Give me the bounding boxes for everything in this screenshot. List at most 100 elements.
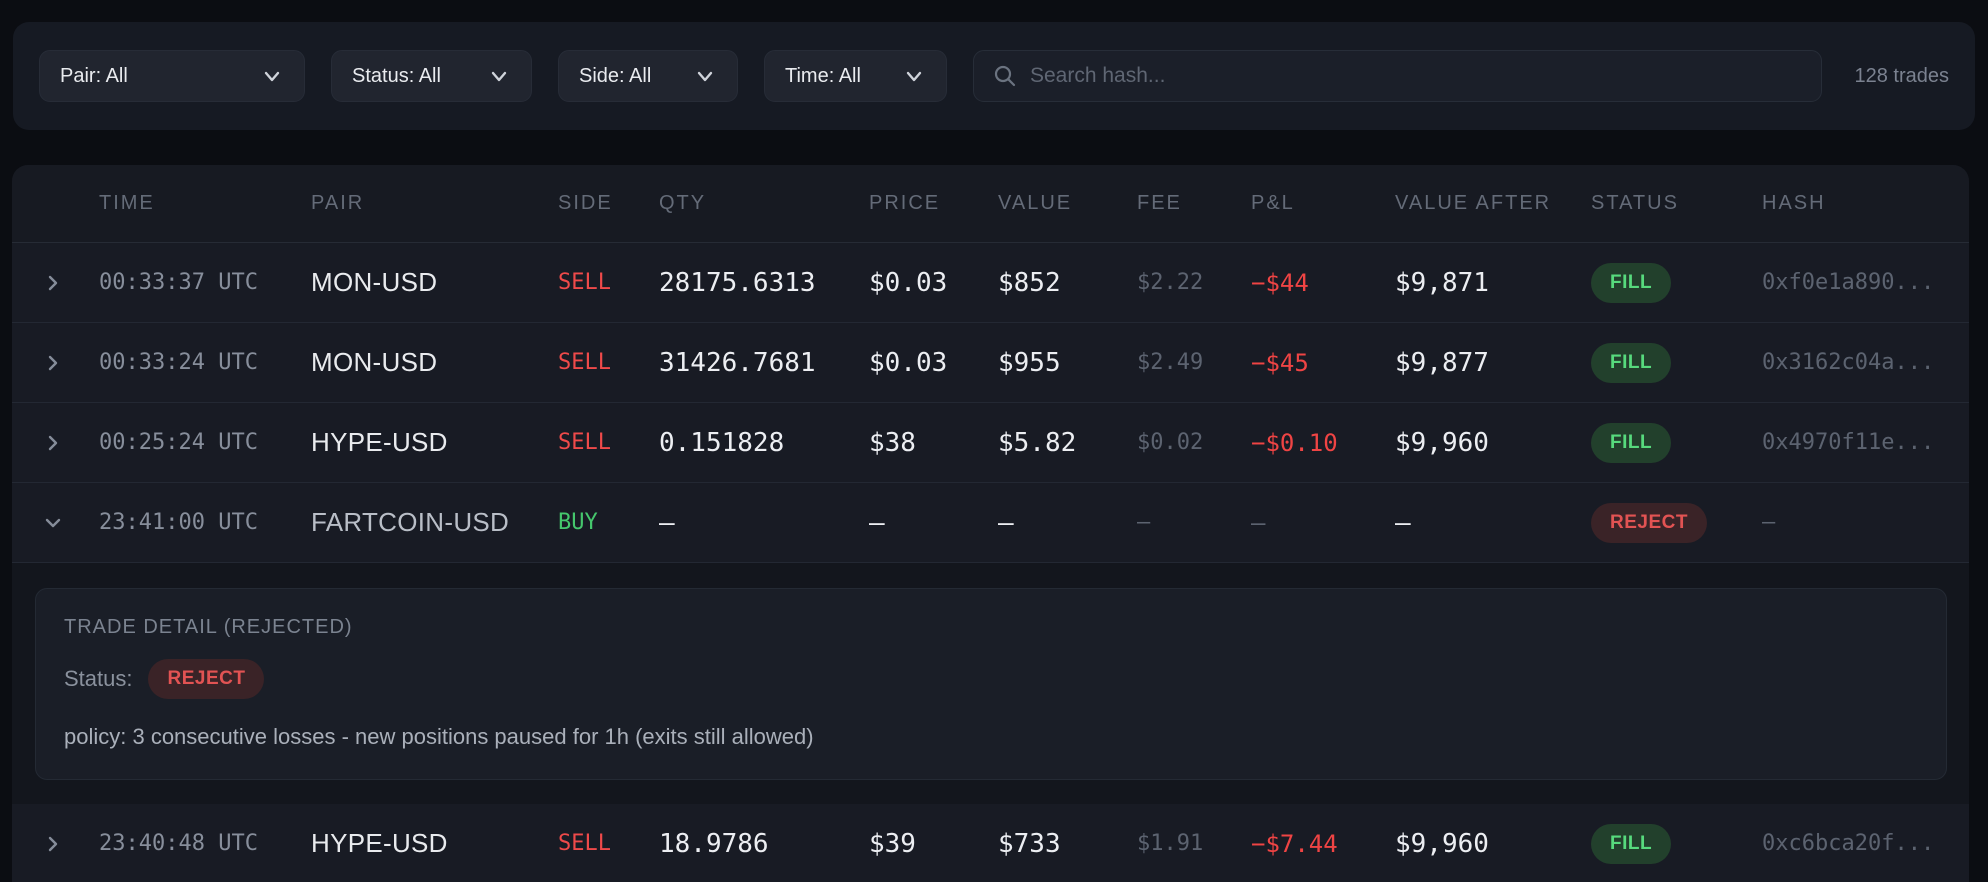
status-filter-label: Status: All — [352, 64, 441, 87]
search-icon — [994, 65, 1016, 87]
trade-hash: 0xc6bca20f... — [1762, 831, 1935, 856]
header-value-after: VALUE AFTER — [1395, 192, 1552, 214]
header-pair: PAIR — [311, 192, 365, 214]
trade-time: 23:41:00 UTC — [99, 510, 258, 535]
trade-pair: HYPE-USD — [311, 427, 448, 457]
header-hash: HASH — [1762, 192, 1826, 214]
trade-time: 23:40:48 UTC — [99, 831, 258, 856]
trade-qty: 28175.6313 — [659, 267, 816, 298]
trade-hash: 0xf0e1a890... — [1762, 270, 1935, 295]
status-badge: REJECT — [1591, 502, 1707, 543]
trade-hash: – — [1762, 510, 1776, 535]
table-row[interactable]: 00:33:37 UTC MON-USD SELL 28175.6313 $0.… — [12, 243, 1969, 323]
chevron-right-icon[interactable] — [42, 272, 64, 294]
time-filter-dropdown[interactable]: Time: All — [764, 50, 947, 102]
trade-value: $5.82 — [998, 427, 1077, 458]
side-filter-label: Side: All — [579, 64, 652, 87]
header-time: TIME — [99, 192, 155, 214]
trade-pair: MON-USD — [311, 347, 438, 377]
trade-pl: −$45 — [1251, 348, 1309, 377]
chevron-down-icon[interactable] — [42, 512, 64, 534]
filter-bar: Pair: All Status: All Side: All Time: Al… — [13, 22, 1975, 130]
trade-time: 00:25:24 UTC — [99, 430, 258, 455]
time-filter-label: Time: All — [785, 64, 861, 87]
chevron-right-icon[interactable] — [42, 432, 64, 454]
reject-policy-text: policy: 3 consecutive losses - new posit… — [64, 724, 814, 749]
trade-fee: $2.22 — [1137, 270, 1204, 295]
status-label: Status: — [64, 666, 133, 691]
header-side: SIDE — [558, 192, 613, 214]
table-row[interactable]: 00:25:24 UTC HYPE-USD SELL 0.151828 $38 … — [12, 403, 1969, 483]
trade-side: SELL — [558, 350, 611, 375]
trade-detail-zone: TRADE DETAIL (REJECTED) Status: REJECT p… — [12, 563, 1969, 804]
trade-price: $0.03 — [869, 347, 948, 378]
trade-side: SELL — [558, 430, 611, 455]
trade-value: – — [998, 507, 1014, 538]
trade-hash: 0x4970f11e... — [1762, 430, 1935, 455]
trade-value: $852 — [998, 267, 1061, 298]
trade-value-after: $9,877 — [1395, 347, 1489, 378]
trades-count: 128 trades — [1854, 64, 1949, 87]
header-value: VALUE — [998, 192, 1073, 214]
trade-fee: $0.02 — [1137, 430, 1204, 455]
search-input[interactable] — [1030, 64, 1804, 88]
trade-pair: FARTCOIN-USD — [311, 507, 510, 537]
trade-value-after: $9,871 — [1395, 267, 1489, 298]
trade-time: 00:33:37 UTC — [99, 270, 258, 295]
trade-fee: $1.91 — [1137, 831, 1204, 856]
pair-filter-label: Pair: All — [60, 64, 128, 87]
trade-detail-title: TRADE DETAIL (REJECTED) — [64, 616, 353, 638]
trade-time: 00:33:24 UTC — [99, 350, 258, 375]
trade-qty: 31426.7681 — [659, 347, 816, 378]
header-price: PRICE — [869, 192, 941, 214]
trade-value-after: – — [1395, 507, 1411, 538]
trade-value: $733 — [998, 828, 1061, 859]
trade-pl: – — [1251, 508, 1266, 537]
chevron-down-icon — [906, 71, 922, 82]
trade-side: SELL — [558, 831, 611, 856]
pair-filter-dropdown[interactable]: Pair: All — [39, 50, 305, 102]
trade-fee: $2.49 — [1137, 350, 1204, 375]
trade-price: $39 — [869, 828, 916, 859]
trade-side: SELL — [558, 270, 611, 295]
header-pl: P&L — [1251, 192, 1295, 214]
table-row[interactable]: 23:40:48 UTC HYPE-USD SELL 18.9786 $39 $… — [12, 804, 1969, 882]
trade-qty: – — [659, 507, 675, 538]
chevron-right-icon[interactable] — [42, 352, 64, 374]
status-badge: FILL — [1591, 422, 1672, 463]
trade-pair: MON-USD — [311, 267, 438, 297]
trade-price: $38 — [869, 427, 916, 458]
trade-value-after: $9,960 — [1395, 828, 1489, 859]
reject-badge: REJECT — [148, 659, 265, 699]
table-row-expanded[interactable]: 23:41:00 UTC FARTCOIN-USD BUY – – – – – … — [12, 483, 1969, 563]
trade-detail-panel: TRADE DETAIL (REJECTED) Status: REJECT p… — [35, 588, 1947, 780]
header-status: STATUS — [1591, 192, 1679, 214]
side-filter-dropdown[interactable]: Side: All — [558, 50, 738, 102]
header-fee: FEE — [1137, 192, 1182, 214]
header-qty: QTY — [659, 192, 707, 214]
trade-pl: −$0.10 — [1251, 428, 1338, 457]
search-box — [973, 50, 1823, 102]
table-header-row: TIME PAIR SIDE QTY PRICE VALUE FEE P&L V… — [12, 165, 1969, 243]
status-badge: FILL — [1591, 342, 1672, 383]
trades-table: TIME PAIR SIDE QTY PRICE VALUE FEE P&L V… — [12, 165, 1969, 882]
status-badge: FILL — [1591, 262, 1672, 303]
trade-price: – — [869, 507, 885, 538]
trade-qty: 0.151828 — [659, 427, 785, 458]
status-filter-dropdown[interactable]: Status: All — [331, 50, 532, 102]
trade-pair: HYPE-USD — [311, 828, 448, 858]
status-badge: FILL — [1591, 823, 1672, 864]
chevron-down-icon — [491, 71, 507, 82]
trade-value: $955 — [998, 347, 1061, 378]
trade-qty: 18.9786 — [659, 828, 769, 859]
trade-side: BUY — [558, 510, 598, 535]
trade-pl: −$7.44 — [1251, 829, 1338, 858]
trade-price: $0.03 — [869, 267, 948, 298]
trade-fee: – — [1137, 510, 1151, 535]
chevron-right-icon[interactable] — [42, 833, 64, 855]
chevron-down-icon — [697, 71, 713, 82]
trade-detail-status-line: Status: REJECT — [64, 659, 1918, 699]
chevron-down-icon — [264, 71, 280, 82]
trade-pl: −$44 — [1251, 268, 1309, 297]
table-row[interactable]: 00:33:24 UTC MON-USD SELL 31426.7681 $0.… — [12, 323, 1969, 403]
